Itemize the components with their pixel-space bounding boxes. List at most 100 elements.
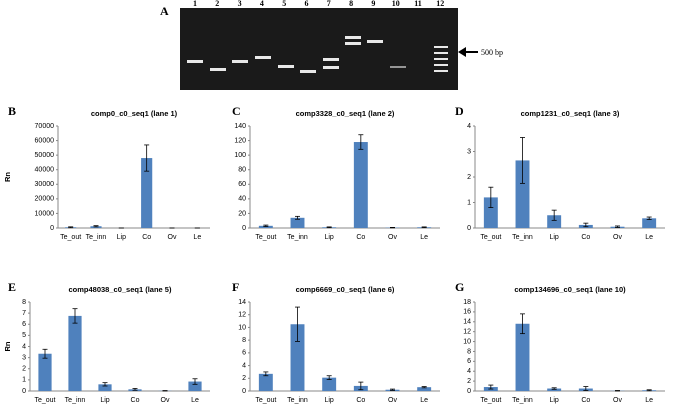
error-bar	[615, 225, 620, 228]
y-tick-label: 2	[242, 375, 246, 382]
x-tick-label: Te_inn	[287, 234, 308, 241]
y-tick-label: 0	[242, 388, 246, 395]
bar	[188, 381, 202, 391]
x-tick-label: Ov	[388, 234, 397, 241]
lane-label: 5	[282, 0, 286, 8]
chart-title: comp1231_c0_seq1 (lane 3)	[521, 109, 620, 118]
bar	[515, 323, 530, 391]
y-tick-label: 2	[22, 366, 26, 373]
lane-label: 2	[215, 0, 219, 8]
y-tick-label: 4	[467, 368, 471, 375]
y-tick-label: 8	[22, 299, 26, 306]
y-tick-label: 80	[238, 167, 246, 174]
chart-title: comp48038_c0_seq1 (lane 5)	[69, 285, 172, 294]
error-bar	[421, 386, 427, 389]
y-tick-label: 1	[22, 377, 26, 384]
lane-label: 4	[260, 0, 264, 8]
arrow-head	[458, 47, 466, 57]
x-tick-label: Ov	[168, 234, 177, 241]
x-tick-label: Ov	[613, 397, 622, 404]
y-tick-label: 40	[238, 196, 246, 203]
x-tick-label: Te_inn	[512, 234, 533, 241]
y-axis-label: Rn	[3, 172, 12, 182]
error-bar	[390, 388, 395, 391]
y-tick-label: 120	[234, 137, 246, 144]
bar	[547, 388, 562, 391]
error-bar	[93, 225, 99, 228]
x-tick-label: Le	[645, 234, 653, 241]
y-tick-label: 50000	[35, 152, 55, 159]
x-tick-label: Co	[581, 397, 590, 404]
y-tick-label: 3	[467, 148, 471, 155]
x-tick-label: Ov	[613, 234, 622, 241]
error-bar	[102, 382, 108, 387]
bar	[98, 384, 112, 391]
y-tick-label: 1	[467, 199, 471, 206]
bar	[353, 142, 368, 228]
y-tick-label: 14	[238, 299, 246, 306]
error-bar	[144, 144, 150, 172]
y-tick-label: 140	[234, 123, 246, 130]
x-tick-label: Co	[356, 397, 365, 404]
x-tick-label: Te_out	[34, 397, 55, 404]
error-bar	[68, 226, 74, 229]
bar	[290, 324, 305, 391]
error-bar	[488, 186, 494, 209]
error-bar	[72, 308, 78, 324]
panel-label: E	[8, 280, 16, 294]
gel-bands	[187, 36, 448, 73]
bar	[258, 373, 273, 391]
y-tick-label: 6	[242, 350, 246, 357]
y-tick-label: 6	[22, 321, 26, 328]
gel-image	[180, 8, 458, 90]
y-tick-label: 2	[467, 378, 471, 385]
y-tick-label: 12	[238, 312, 246, 319]
x-tick-label: Lip	[324, 397, 333, 404]
error-bar	[551, 209, 557, 221]
y-tick-label: 10	[238, 324, 246, 331]
y-tick-label: 40000	[35, 167, 55, 174]
lane-label: 6	[305, 0, 309, 8]
error-bar	[295, 306, 300, 342]
error-bar	[520, 313, 525, 335]
error-bar	[263, 224, 269, 227]
y-tick-label: 3	[22, 354, 26, 361]
bar	[547, 215, 562, 228]
x-tick-label: Te_inn	[287, 397, 308, 404]
x-tick-label: Lip	[324, 234, 333, 241]
x-tick-label: Te_out	[255, 234, 276, 241]
y-tick-label: 12	[463, 329, 471, 336]
x-tick-label: Co	[131, 397, 140, 404]
x-tick-label: Ov	[388, 397, 397, 404]
y-tick-label: 2	[467, 174, 471, 181]
error-bar	[326, 226, 332, 229]
lane-label: 1	[193, 0, 197, 8]
x-tick-label: Lip	[117, 234, 126, 241]
y-tick-label: 60	[238, 181, 246, 188]
x-tick-label: Te_inn	[86, 234, 107, 241]
error-bar	[583, 222, 589, 228]
panel-label: F	[232, 280, 239, 294]
y-tick-label: 0	[22, 388, 26, 395]
panel-label: B	[8, 104, 16, 118]
chart-title: comp3328_c0_seq1 (lane 2)	[296, 109, 395, 118]
x-tick-label: Le	[420, 397, 428, 404]
lane-label: 8	[349, 0, 353, 8]
marker-label: 500 bp	[481, 48, 503, 57]
error-bar	[358, 134, 364, 150]
x-tick-label: Lip	[549, 234, 558, 241]
x-tick-label: Co	[142, 234, 151, 241]
error-bar	[42, 348, 48, 359]
bar	[141, 158, 153, 228]
x-tick-label: Te_inn	[65, 397, 86, 404]
y-tick-label: 16	[463, 309, 471, 316]
error-bar	[326, 375, 332, 380]
bar	[68, 315, 82, 391]
chart-title: comp6669_c0_seq1 (lane 6)	[296, 285, 395, 294]
error-bar	[646, 216, 652, 220]
error-bar	[295, 215, 300, 220]
